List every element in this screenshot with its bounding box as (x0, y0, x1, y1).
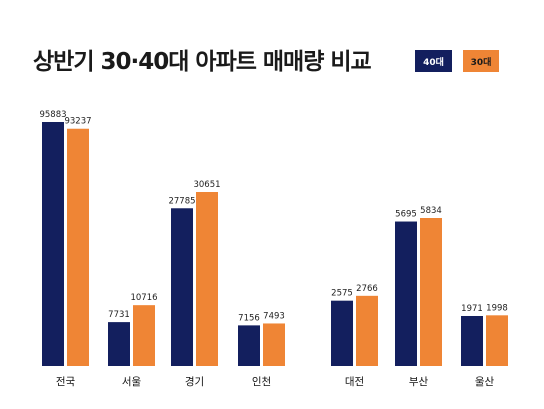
data-label-30-4: 2766 (356, 284, 378, 294)
data-label-30-0: 93237 (64, 117, 91, 127)
data-label-30-6: 1998 (486, 303, 508, 313)
bar-30-3 (263, 323, 285, 366)
legend-item-30: 30대 (463, 50, 499, 72)
bar-40-3 (238, 325, 260, 366)
category-label-5: 부산 (409, 376, 429, 388)
bar-30-2 (196, 192, 218, 366)
category-label-1: 서울 (122, 376, 142, 388)
data-label-30-3: 7493 (263, 311, 285, 321)
category-label-2: 경기 (185, 375, 204, 388)
bar-30-5 (420, 218, 442, 366)
bar-40-4 (331, 300, 353, 366)
bar-30-0 (67, 128, 89, 366)
data-label-40-2: 27785 (168, 196, 195, 206)
bar-40-2 (171, 208, 193, 366)
data-label-40-5: 5695 (395, 210, 417, 220)
data-label-30-2: 30651 (193, 180, 220, 190)
legend-item-40: 40대 (415, 50, 452, 72)
data-label-40-3: 7156 (238, 313, 260, 323)
data-label-40-4: 2575 (331, 289, 353, 299)
data-label-30-1: 10716 (130, 293, 157, 303)
bar-40-0 (42, 122, 64, 366)
bar-40-1 (108, 322, 130, 366)
category-label-0: 전국 (56, 376, 76, 388)
bar-30-4 (356, 295, 378, 366)
data-label-40-1: 7731 (108, 310, 130, 320)
data-label-40-6: 1971 (461, 304, 483, 314)
bar-30-6 (486, 315, 508, 366)
category-label-4: 대전 (345, 376, 364, 388)
category-label-6: 울산 (475, 376, 495, 388)
data-label-40-0: 95883 (39, 110, 66, 120)
data-label-30-5: 5834 (420, 206, 442, 216)
bar-40-6 (461, 315, 483, 366)
chart-title: 상반기 30·40대 아파트 매매량 비교 (33, 49, 372, 75)
category-label-3: 인천 (252, 376, 271, 388)
bar-40-5 (395, 221, 417, 366)
bar-30-1 (133, 305, 155, 366)
